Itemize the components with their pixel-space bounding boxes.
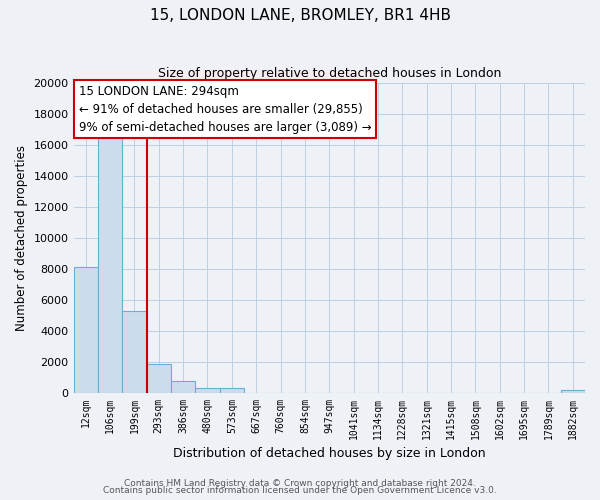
Bar [171,381,196,392]
X-axis label: Distribution of detached houses by size in London: Distribution of detached houses by size … [173,447,485,460]
Text: 15, LONDON LANE, BROMLEY, BR1 4HB: 15, LONDON LANE, BROMLEY, BR1 4HB [149,8,451,22]
Bar [74,268,98,392]
Text: Contains HM Land Registry data © Crown copyright and database right 2024.: Contains HM Land Registry data © Crown c… [124,478,476,488]
Title: Size of property relative to detached houses in London: Size of property relative to detached ho… [158,68,501,80]
Text: Contains public sector information licensed under the Open Government Licence v3: Contains public sector information licen… [103,486,497,495]
Bar [196,388,220,392]
Bar [146,364,171,392]
Text: 15 LONDON LANE: 294sqm
← 91% of detached houses are smaller (29,855)
9% of semi-: 15 LONDON LANE: 294sqm ← 91% of detached… [79,84,371,134]
Bar [98,136,122,392]
Y-axis label: Number of detached properties: Number of detached properties [15,145,28,331]
Bar [560,390,585,392]
Bar [122,310,146,392]
Bar [220,388,244,392]
